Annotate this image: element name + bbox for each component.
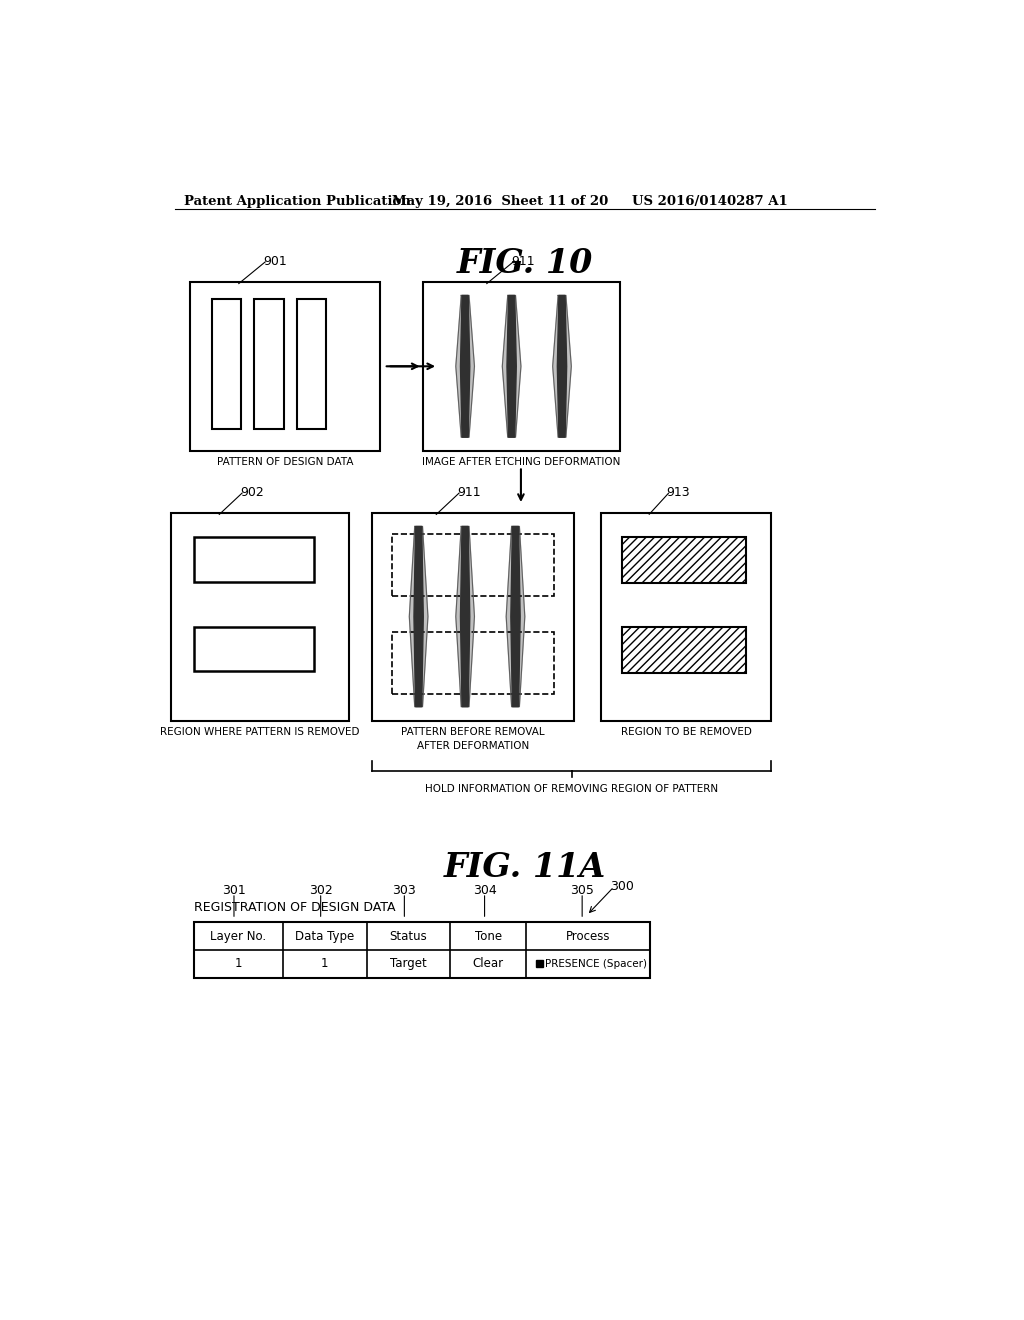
Bar bbox=[601, 512, 771, 721]
Text: PATTERN OF DESIGN DATA: PATTERN OF DESIGN DATA bbox=[217, 457, 353, 467]
Text: Status: Status bbox=[390, 929, 427, 942]
Bar bbox=[391, 632, 554, 693]
Text: Data Type: Data Type bbox=[295, 929, 354, 942]
Bar bbox=[391, 535, 554, 595]
Bar bbox=[623, 537, 746, 583]
Text: PRESENCE (Spacer): PRESENCE (Spacer) bbox=[545, 958, 647, 969]
Text: 902: 902 bbox=[241, 486, 264, 499]
Text: US 2016/0140287 A1: US 2016/0140287 A1 bbox=[632, 195, 787, 209]
Text: REGION TO BE REMOVED: REGION TO BE REMOVED bbox=[621, 726, 752, 737]
Text: Process: Process bbox=[566, 929, 610, 942]
Text: FIG. 10: FIG. 10 bbox=[457, 247, 593, 280]
Polygon shape bbox=[553, 296, 571, 437]
Bar bbox=[536, 961, 543, 968]
Text: Patent Application Publication: Patent Application Publication bbox=[183, 195, 411, 209]
Polygon shape bbox=[506, 527, 524, 706]
Bar bbox=[623, 627, 746, 673]
Polygon shape bbox=[461, 296, 470, 437]
Text: 301: 301 bbox=[222, 884, 246, 896]
Text: IMAGE AFTER ETCHING DEFORMATION: IMAGE AFTER ETCHING DEFORMATION bbox=[422, 457, 621, 467]
Polygon shape bbox=[503, 296, 521, 437]
Polygon shape bbox=[456, 296, 474, 437]
Text: 303: 303 bbox=[392, 884, 416, 896]
Text: 1: 1 bbox=[322, 957, 329, 970]
Bar bbox=[194, 923, 650, 978]
Text: 911: 911 bbox=[458, 486, 481, 499]
Bar bbox=[423, 281, 621, 451]
Text: 911: 911 bbox=[512, 255, 536, 268]
Text: REGISTRATION OF DESIGN DATA: REGISTRATION OF DESIGN DATA bbox=[194, 902, 395, 915]
Text: HOLD INFORMATION OF REMOVING REGION OF PATTERN: HOLD INFORMATION OF REMOVING REGION OF P… bbox=[425, 784, 718, 793]
Bar bbox=[297, 298, 327, 429]
Text: Tone: Tone bbox=[475, 929, 502, 942]
Text: 901: 901 bbox=[263, 255, 288, 268]
Text: 302: 302 bbox=[309, 884, 333, 896]
Bar bbox=[372, 512, 573, 721]
Polygon shape bbox=[461, 527, 470, 706]
Polygon shape bbox=[511, 527, 520, 706]
Bar bbox=[254, 298, 284, 429]
Text: REGION WHERE PATTERN IS REMOVED: REGION WHERE PATTERN IS REMOVED bbox=[160, 726, 359, 737]
Bar bbox=[190, 281, 380, 451]
Text: May 19, 2016  Sheet 11 of 20: May 19, 2016 Sheet 11 of 20 bbox=[391, 195, 608, 209]
Bar bbox=[212, 298, 241, 429]
Bar bbox=[171, 512, 349, 721]
Polygon shape bbox=[557, 296, 566, 437]
Text: PATTERN BEFORE REMOVAL
AFTER DEFORMATION: PATTERN BEFORE REMOVAL AFTER DEFORMATION bbox=[401, 726, 545, 751]
Text: Target: Target bbox=[390, 957, 427, 970]
Text: 913: 913 bbox=[667, 486, 690, 499]
Text: 304: 304 bbox=[473, 884, 497, 896]
Text: 305: 305 bbox=[570, 884, 594, 896]
Polygon shape bbox=[410, 527, 428, 706]
Bar bbox=[194, 627, 314, 671]
Polygon shape bbox=[456, 527, 474, 706]
Polygon shape bbox=[414, 527, 423, 706]
Text: 1: 1 bbox=[234, 957, 243, 970]
Text: Layer No.: Layer No. bbox=[210, 929, 266, 942]
Bar bbox=[194, 537, 314, 582]
Text: FIG. 11A: FIG. 11A bbox=[443, 851, 606, 884]
Text: 300: 300 bbox=[610, 880, 634, 892]
Text: Clear: Clear bbox=[473, 957, 504, 970]
Polygon shape bbox=[507, 296, 516, 437]
